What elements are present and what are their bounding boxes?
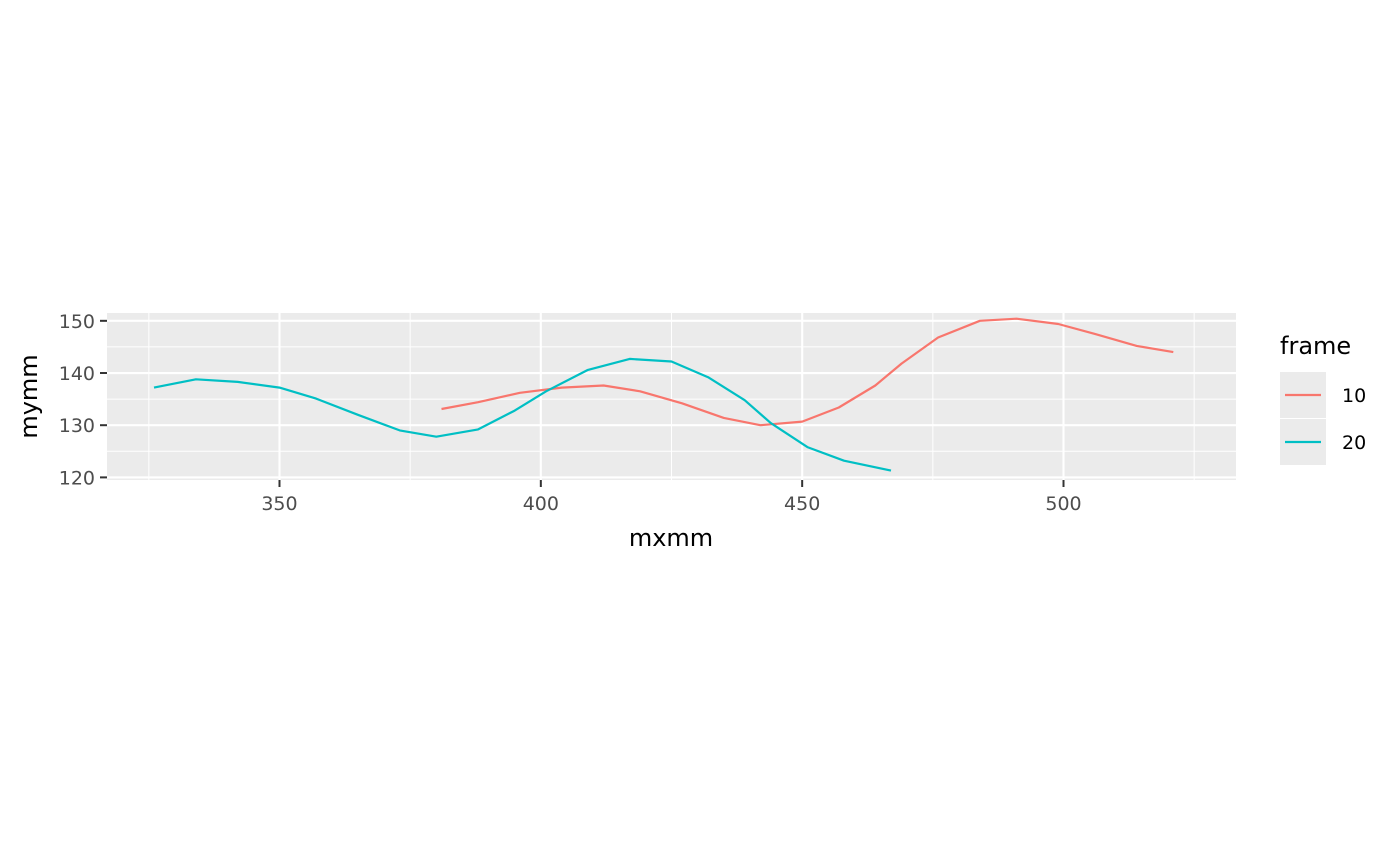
y-axis-title: mymm — [15, 354, 43, 438]
series-line-20 — [153, 357, 892, 472]
legend-label-20: 20 — [1342, 432, 1366, 454]
legend: frame 10 20 — [1280, 332, 1366, 465]
series-line-10 — [441, 317, 1174, 427]
legend-label-10: 10 — [1342, 385, 1366, 407]
legend-title: frame — [1280, 332, 1351, 360]
minor-gridlines — [107, 313, 1236, 480]
y-tick-label: 140 — [59, 363, 95, 385]
x-axis-title: mxmm — [629, 524, 713, 552]
x-tick-label: 400 — [523, 493, 559, 515]
y-tick-label: 150 — [59, 311, 95, 333]
x-axis: 350 400 450 500 — [261, 480, 1082, 515]
y-tick-label: 130 — [59, 415, 95, 437]
major-gridlines — [107, 313, 1236, 480]
x-tick-label: 500 — [1045, 493, 1081, 515]
y-tick-label: 120 — [59, 467, 95, 489]
x-tick-label: 350 — [261, 493, 297, 515]
x-tick-label: 450 — [784, 493, 820, 515]
y-axis: 120 130 140 150 — [59, 311, 107, 489]
series-lines — [153, 317, 1174, 472]
